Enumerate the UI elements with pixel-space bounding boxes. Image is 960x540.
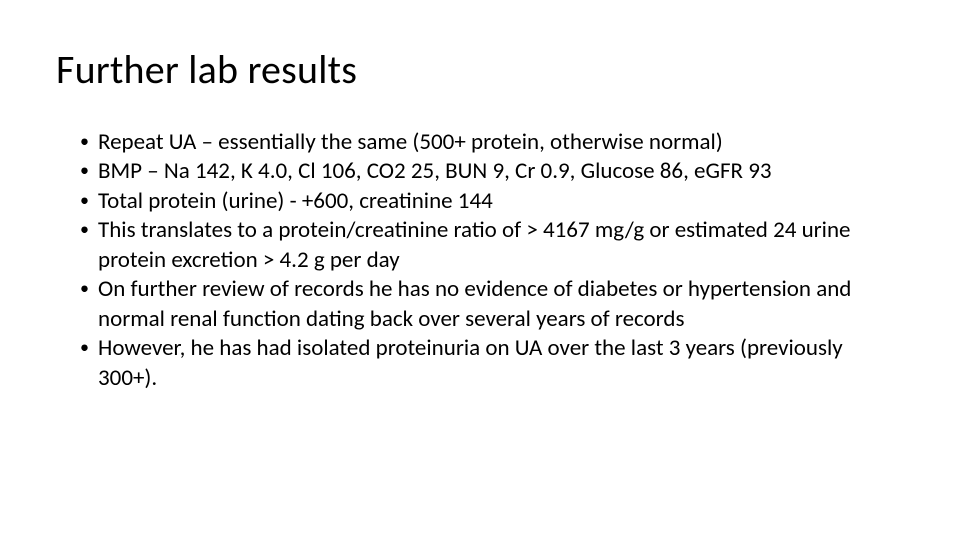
slide: Further lab results Repeat UA – essentia… bbox=[0, 0, 960, 540]
slide-title: Further lab results bbox=[56, 48, 904, 92]
bullet-text: BMP – Na 142, K 4.0, Cl 106, CO2 25, BUN… bbox=[98, 157, 772, 185]
bullet-list: Repeat UA – essentially the same (500+ p… bbox=[56, 128, 904, 393]
list-item: Repeat UA – essentially the same (500+ p… bbox=[80, 128, 904, 157]
bullet-text: Repeat UA – essentially the same (500+ p… bbox=[98, 128, 723, 156]
list-item: Total protein (urine) - +600, creatinine… bbox=[80, 187, 904, 216]
list-item: BMP – Na 142, K 4.0, Cl 106, CO2 25, BUN… bbox=[80, 157, 904, 186]
bullet-text: However, he has had isolated proteinuria… bbox=[98, 334, 843, 391]
list-item: This translates to a protein/creatinine … bbox=[80, 216, 904, 275]
list-item: However, he has had isolated proteinuria… bbox=[80, 334, 904, 393]
bullet-text: This translates to a protein/creatinine … bbox=[98, 216, 851, 273]
bullet-text: On further review of records he has no e… bbox=[98, 275, 851, 332]
bullet-text: Total protein (urine) - +600, creatinine… bbox=[98, 187, 493, 215]
list-item: On further review of records he has no e… bbox=[80, 275, 904, 334]
